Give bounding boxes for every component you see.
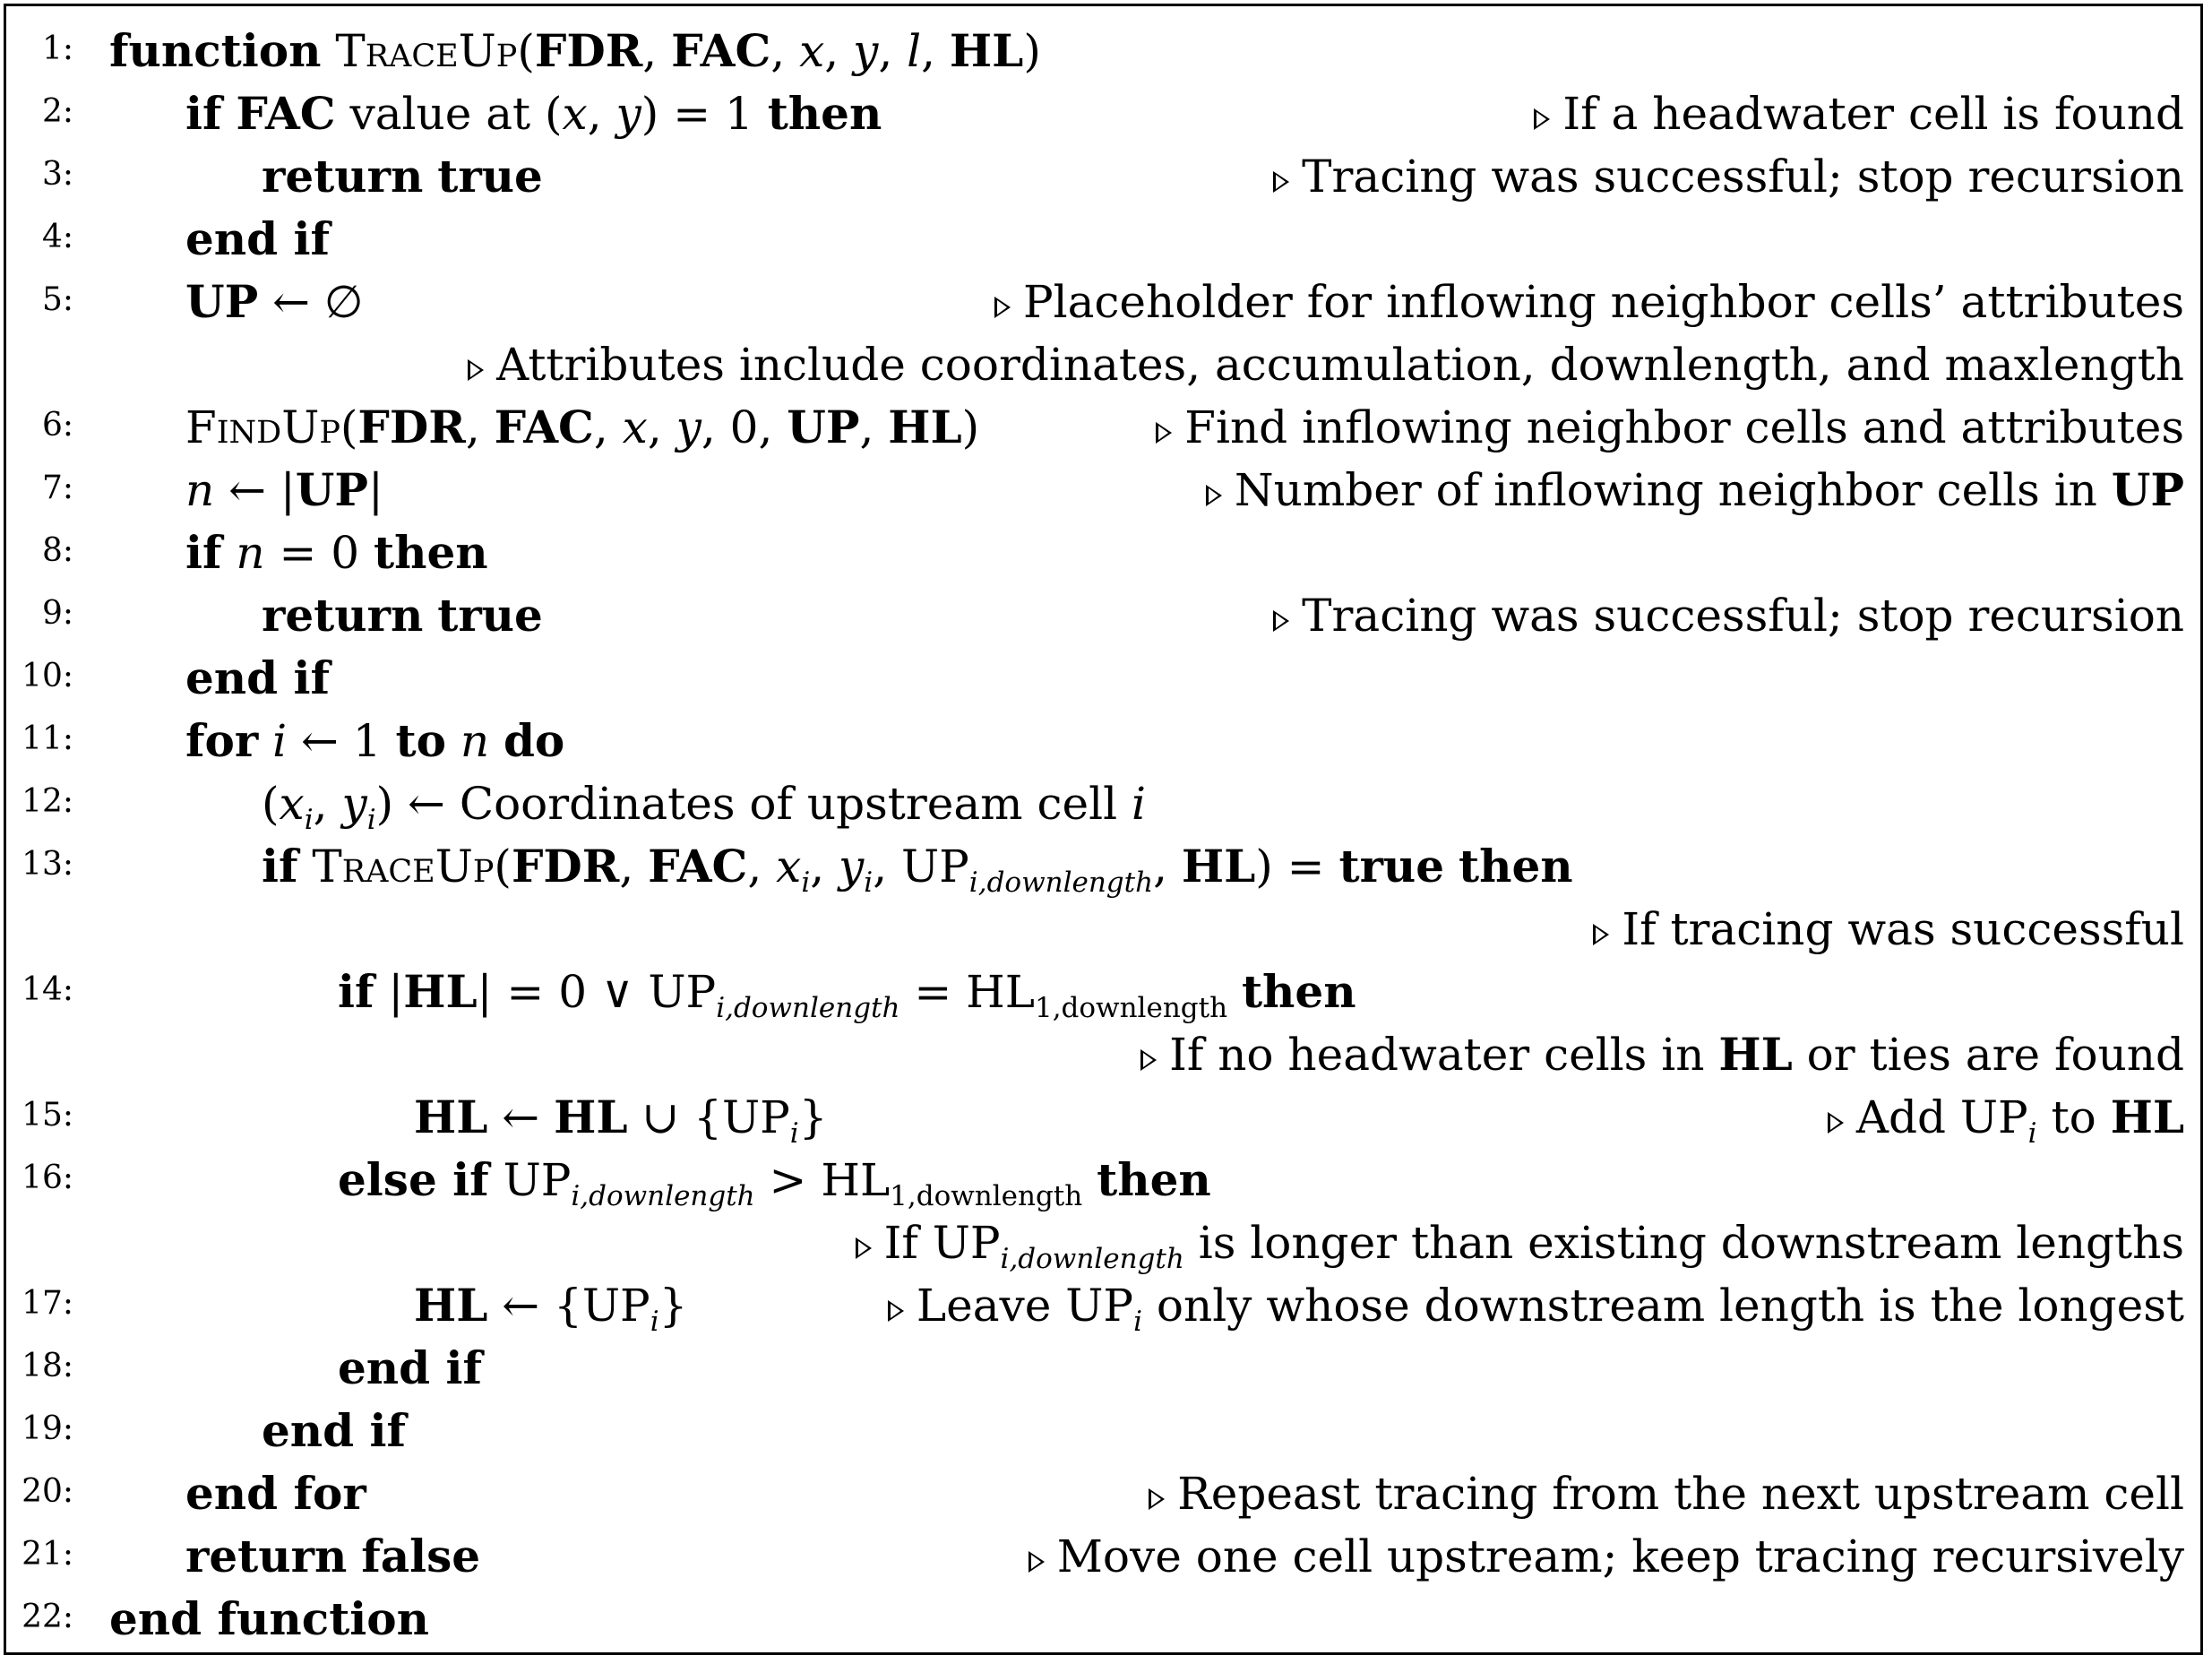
line-number: 17: [22, 1285, 73, 1322]
algorithm-box: 1: function TraceUp(FDR, FAC, x, y, l, H… [4, 4, 2203, 1655]
algo-line-18: 18: end if [6, 1337, 2200, 1400]
comment: Move one cell upstream; keep tracing rec… [1028, 1525, 2184, 1588]
comment-triangle-icon [1149, 1488, 1166, 1510]
comment-triangle-icon [1205, 485, 1222, 506]
algo-line-3: 3: return true Tracing was successful; s… [6, 145, 2200, 208]
line-number: 1: [41, 30, 73, 67]
algo-line-7: 7: n ← |UP| Number of inflowing neighbor… [6, 459, 2200, 522]
line-number: 7: [41, 470, 73, 506]
code: end if [262, 1404, 407, 1457]
code: HL ← HL ∪ {UPi} [414, 1091, 828, 1150]
comment-triangle-icon [1827, 1112, 1844, 1134]
comment: If tracing was successful [1593, 898, 2184, 961]
line-number: 12: [22, 783, 73, 820]
line-number: 11: [22, 720, 73, 757]
line-number: 18: [22, 1348, 73, 1384]
comment-triangle-icon [1028, 1551, 1045, 1573]
code: else if UPi,downlength > HL1,downlength … [338, 1153, 1211, 1212]
code: if TraceUp(FDR, FAC, xi, yi, UPi,downlen… [262, 840, 1573, 899]
algo-line-11: 11: for i ← 1 to n do [6, 710, 2200, 772]
line-number: 6: [41, 407, 73, 444]
algo-line-1: 1: function TraceUp(FDR, FAC, x, y, l, H… [6, 20, 2200, 82]
code: if |HL| = 0 ∨ UPi,downlength = HL1,downl… [338, 965, 1356, 1024]
line-number: 19: [22, 1410, 73, 1447]
code: for i ← 1 to n do [185, 714, 565, 767]
code: end if [338, 1341, 483, 1394]
algo-line-8: 8: if n = 0 then [6, 522, 2200, 584]
comment-triangle-icon [1534, 108, 1551, 130]
algo-line-12: 12: (xi, yi) ← Coordinates of upstream c… [6, 772, 2200, 835]
line-number: 2: [41, 93, 73, 130]
code: FindUp(FDR, FAC, x, y, 0, UP, HL) [185, 401, 980, 453]
code: end for [185, 1467, 366, 1520]
code: if FAC value at (x, y) = 1 then [185, 87, 882, 140]
comment-triangle-icon [887, 1300, 904, 1322]
code: n ← |UP| [185, 463, 383, 516]
comment: Number of inflowing neighbor cells in UP [1205, 459, 2184, 522]
algo-line-10: 10: end if [6, 647, 2200, 710]
algo-line-15: 15: HL ← HL ∪ {UPi} Add UPi to HL [6, 1086, 2200, 1149]
comment: Leave UPi only whose downstream length i… [887, 1274, 2184, 1337]
comment: Tracing was successful; stop recursion [1273, 145, 2184, 208]
code: end function [109, 1592, 429, 1645]
line-number: 8: [41, 532, 73, 569]
algo-line-16: 16: else if UPi,downlength > HL1,downlen… [6, 1149, 2200, 1211]
code: HL ← {UPi} [414, 1279, 688, 1338]
line-number: 5: [41, 281, 73, 318]
algo-line-6: 6: FindUp(FDR, FAC, x, y, 0, UP, HL) Fin… [6, 396, 2200, 459]
algo-line-14-cont: If no headwater cells in HL or ties are … [6, 1023, 2200, 1086]
code: UP ← ∅ [185, 275, 364, 328]
comment-triangle-icon [855, 1237, 872, 1259]
line-number: 4: [41, 219, 73, 255]
algo-line-13-cont: If tracing was successful [6, 898, 2200, 961]
line-number: 13: [22, 846, 73, 883]
comment-triangle-icon [1273, 171, 1290, 193]
code: end if [185, 651, 331, 704]
algo-line-2: 2: if FAC value at (x, y) = 1 then If a … [6, 82, 2200, 145]
algo-line-17: 17: HL ← {UPi} Leave UPi only whose down… [6, 1274, 2200, 1337]
line-number: 10: [22, 658, 73, 694]
comment-triangle-icon [994, 297, 1011, 318]
comment: If UPi,downlength is longer than existin… [855, 1211, 2184, 1274]
algo-line-5: 5: UP ← ∅ Placeholder for inflowing neig… [6, 271, 2200, 333]
comment: Placeholder for inflowing neighbor cells… [994, 271, 2184, 333]
function-signature: function TraceUp(FDR, FAC, x, y, l, HL) [109, 24, 1041, 77]
comment: If a headwater cell is found [1534, 82, 2184, 145]
comment: If no headwater cells in HL or ties are … [1140, 1023, 2184, 1086]
algo-line-14: 14: if |HL| = 0 ∨ UPi,downlength = HL1,d… [6, 961, 2200, 1023]
line-number: 16: [22, 1160, 73, 1196]
comment-triangle-icon [1273, 610, 1290, 632]
line-number: 3: [41, 156, 73, 193]
comment: Add UPi to HL [1827, 1086, 2184, 1149]
line-number: 20: [22, 1473, 73, 1510]
algo-line-20: 20: end for Repeast tracing from the nex… [6, 1462, 2200, 1525]
line-number: 15: [22, 1097, 73, 1134]
code: return true [262, 150, 543, 203]
code: if n = 0 then [185, 526, 488, 579]
line-number: 22: [22, 1599, 73, 1635]
comment-triangle-icon [1593, 924, 1610, 945]
algo-line-4: 4: end if [6, 208, 2200, 271]
algo-line-9: 9: return true Tracing was successful; s… [6, 584, 2200, 647]
comment: Tracing was successful; stop recursion [1273, 584, 2184, 647]
algo-line-13: 13: if TraceUp(FDR, FAC, xi, yi, UPi,dow… [6, 835, 2200, 898]
code: end if [185, 212, 331, 265]
code: return true [262, 589, 543, 642]
algo-line-21: 21: return false Move one cell upstream;… [6, 1525, 2200, 1588]
comment: Repeast tracing from the next upstream c… [1149, 1462, 2184, 1525]
comment-triangle-icon [1140, 1049, 1158, 1071]
comment-triangle-icon [1156, 422, 1173, 444]
algo-line-16-cont: If UPi,downlength is longer than existin… [6, 1211, 2200, 1274]
comment: Attributes include coordinates, accumula… [468, 333, 2184, 396]
line-number: 9: [41, 595, 73, 632]
code: return false [185, 1530, 481, 1582]
algo-line-5-cont: Attributes include coordinates, accumula… [6, 333, 2200, 396]
comment: Find inflowing neighbor cells and attrib… [1156, 396, 2184, 459]
line-number: 21: [22, 1536, 73, 1573]
code: (xi, yi) ← Coordinates of upstream cell … [262, 778, 1146, 836]
comment-triangle-icon [468, 359, 485, 381]
line-number: 14: [22, 971, 73, 1008]
algo-line-19: 19: end if [6, 1400, 2200, 1462]
algo-line-22: 22: end function [6, 1588, 2200, 1651]
